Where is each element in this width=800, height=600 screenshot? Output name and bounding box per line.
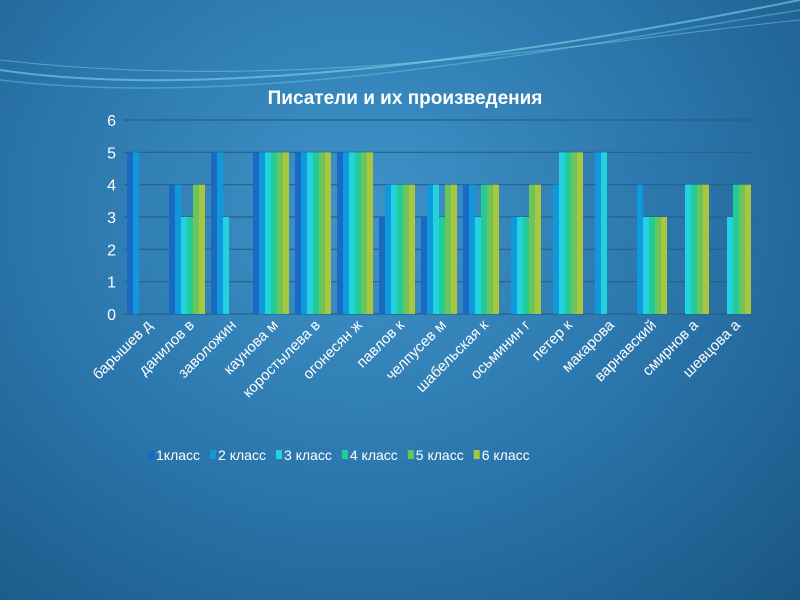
bar <box>523 217 529 314</box>
bar <box>601 152 607 314</box>
bar <box>427 184 433 314</box>
bar <box>403 184 409 314</box>
y-tick-label: 0 <box>107 307 116 324</box>
bar <box>745 184 751 314</box>
bar <box>661 217 667 314</box>
bar <box>175 184 181 314</box>
bar <box>553 184 559 314</box>
legend-swatch <box>407 450 414 459</box>
legend-swatch <box>473 450 480 459</box>
bar <box>313 152 319 314</box>
bar <box>343 152 349 314</box>
legend-entry: 6 класс <box>482 447 530 463</box>
bar <box>733 184 739 314</box>
bar <box>349 152 355 314</box>
bar <box>421 217 427 314</box>
bar <box>169 184 175 314</box>
bar <box>535 184 541 314</box>
legend-entry: 2 класс <box>218 447 266 463</box>
bar <box>277 152 283 314</box>
legend-swatch <box>210 450 217 459</box>
bar <box>199 184 205 314</box>
bar <box>451 184 457 314</box>
bar <box>337 152 343 314</box>
legend-swatch <box>275 450 282 459</box>
bar <box>367 152 373 314</box>
bar <box>379 217 385 314</box>
legend-swatch <box>341 450 348 459</box>
bar <box>703 184 709 314</box>
bar <box>265 152 271 314</box>
bar <box>307 152 313 314</box>
bar <box>409 184 415 314</box>
bar <box>301 152 307 314</box>
bar <box>463 184 469 314</box>
y-tick-label: 5 <box>107 145 116 162</box>
bar <box>637 184 643 314</box>
bar <box>355 152 361 314</box>
y-tick-label: 1 <box>107 275 116 292</box>
bar <box>655 217 661 314</box>
bar <box>127 152 133 314</box>
bar <box>361 152 367 314</box>
bar <box>571 152 577 314</box>
bar <box>445 184 451 314</box>
bar <box>391 184 397 314</box>
bar <box>259 152 265 314</box>
bar <box>595 152 601 314</box>
bar <box>481 184 487 314</box>
legend-entry: 4 класс <box>350 447 398 463</box>
bar <box>295 152 301 314</box>
legend-entry: 5 класс <box>416 447 464 463</box>
bar <box>697 184 703 314</box>
bar <box>271 152 277 314</box>
bar <box>493 184 499 314</box>
bar <box>283 152 289 314</box>
bar <box>439 217 445 314</box>
bar <box>565 152 571 314</box>
bar <box>397 184 403 314</box>
bar <box>577 152 583 314</box>
legend-entry: 3 класс <box>284 447 332 463</box>
y-tick-label: 4 <box>107 178 116 195</box>
bar <box>469 184 475 314</box>
bar <box>559 152 565 314</box>
chart-title: Писатели и их произведения <box>268 88 543 109</box>
bar <box>511 217 517 314</box>
bar <box>319 152 325 314</box>
y-tick-label: 6 <box>107 113 116 130</box>
bar <box>739 184 745 314</box>
legend-swatch <box>148 450 154 459</box>
bar <box>187 217 193 314</box>
bar <box>727 217 733 314</box>
bar <box>487 184 493 314</box>
bar <box>193 184 199 314</box>
y-tick-label: 2 <box>107 242 116 259</box>
bar <box>433 184 439 314</box>
bar <box>517 217 523 314</box>
legend-entry: 1класс <box>156 447 200 463</box>
bar <box>529 184 535 314</box>
bar <box>133 152 139 314</box>
bar <box>181 217 187 314</box>
bar <box>211 152 217 314</box>
bar <box>385 184 391 314</box>
bar <box>325 152 331 314</box>
bar <box>217 152 223 314</box>
bar <box>649 217 655 314</box>
bar <box>691 184 697 314</box>
y-tick-label: 3 <box>107 210 116 227</box>
bar <box>685 184 691 314</box>
bar <box>475 217 481 314</box>
bar <box>643 217 649 314</box>
bar <box>253 152 259 314</box>
x-tick-label: шабельская к <box>413 317 492 396</box>
bar <box>223 217 229 314</box>
